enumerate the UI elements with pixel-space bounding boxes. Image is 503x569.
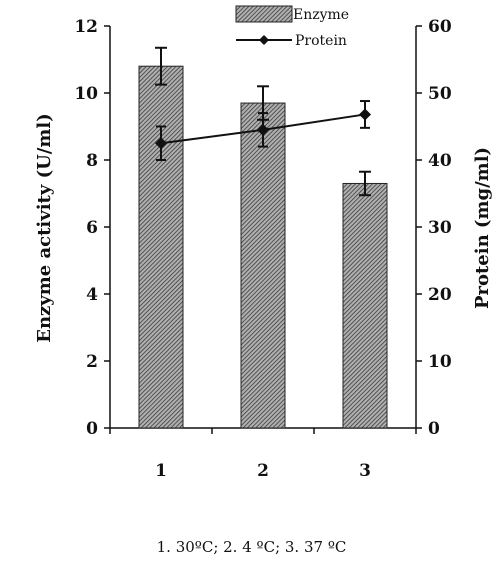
- legend-label-enzyme: Enzyme: [293, 7, 349, 23]
- y-tick-label: 10: [74, 84, 98, 104]
- bar-enzyme: [342, 182, 388, 429]
- y2-tick-label: 40: [428, 151, 452, 171]
- point-protein: [155, 137, 167, 150]
- bar-enzyme: [240, 102, 286, 429]
- y2-tick-label: 0: [428, 419, 440, 439]
- x-tick-label: 3: [359, 461, 371, 481]
- bar-enzyme: [138, 65, 184, 429]
- y-tick-label: 12: [74, 17, 98, 37]
- y2-tick-label: 60: [428, 17, 452, 37]
- y2-tick-label: 20: [428, 285, 452, 305]
- y-tick-label: 8: [86, 151, 98, 171]
- point-protein: [359, 108, 371, 121]
- y2-tick-label: 10: [428, 352, 452, 372]
- figure-caption: 1. 30ºC; 2. 4 ºC; 3. 37 ºC: [156, 538, 347, 556]
- legend-swatch-enzyme: [235, 5, 293, 23]
- legend-label-protein: Protein: [295, 33, 347, 49]
- y2-tick-label: 30: [428, 218, 452, 238]
- x-tick-label: 2: [257, 461, 269, 481]
- y-tick-label: 4: [86, 285, 98, 305]
- x-tick-label: 1: [155, 461, 167, 481]
- legend-marker-protein: [259, 35, 269, 45]
- y-tick-label: 0: [86, 419, 98, 439]
- y-axis-title: Enzyme activity (U/ml): [34, 113, 55, 343]
- y-tick-label: 2: [86, 352, 98, 372]
- y2-tick-label: 50: [428, 84, 452, 104]
- point-protein: [257, 123, 269, 136]
- y-tick-label: 6: [86, 218, 98, 238]
- legend: Enzyme Protein: [235, 5, 349, 49]
- y2-axis-title: Protein (mg/ml): [472, 147, 493, 309]
